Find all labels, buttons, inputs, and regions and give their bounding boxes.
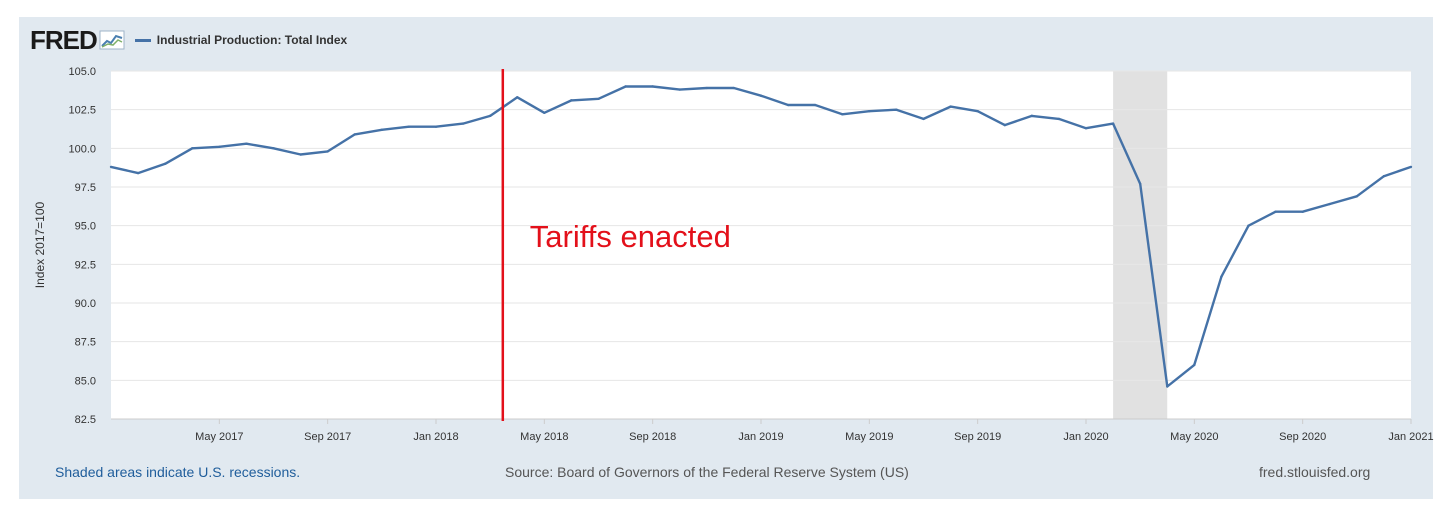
data-point — [759, 94, 763, 97]
data-point — [868, 110, 871, 113]
data-point — [1111, 122, 1115, 125]
y-tick-label: 92.5 — [75, 259, 96, 271]
x-tick-label: Sep 2019 — [954, 431, 1001, 443]
x-tick-label: Sep 2017 — [304, 431, 351, 443]
data-point — [407, 125, 411, 128]
data-point — [922, 117, 925, 121]
data-point — [1274, 210, 1277, 213]
source-note: Source: Board of Governors of the Federa… — [505, 464, 909, 480]
data-point — [1355, 195, 1359, 198]
data-point — [163, 162, 167, 165]
y-tick-label: 85.0 — [75, 375, 96, 387]
data-point — [705, 86, 709, 90]
data-point — [624, 85, 627, 88]
data-point — [1301, 210, 1304, 213]
data-point — [1166, 385, 1169, 388]
recession-band — [1113, 71, 1168, 419]
data-point — [1247, 224, 1250, 227]
x-tick-label: Sep 2020 — [1279, 431, 1326, 443]
plot-background — [111, 71, 1411, 419]
legend-swatch — [134, 38, 151, 42]
x-tick-label: Jan 2021 — [1388, 431, 1433, 443]
data-point — [272, 147, 275, 150]
data-point — [786, 103, 790, 107]
data-point — [1003, 123, 1006, 127]
data-point — [353, 133, 356, 136]
chart-legend: Industrial Production: Total Index — [134, 33, 348, 47]
chart-header: FRED Industrial Production: Total Index — [30, 25, 347, 55]
data-point — [895, 108, 898, 111]
data-point — [109, 165, 113, 169]
data-point — [678, 88, 681, 91]
x-tick-label: Sep 2018 — [629, 431, 676, 443]
data-point — [1057, 117, 1061, 121]
data-point — [136, 171, 140, 175]
y-axis-label: Index 2017=100 — [33, 201, 47, 288]
data-point — [299, 153, 302, 156]
x-tick-label: May 2017 — [195, 431, 243, 443]
data-point — [1220, 275, 1223, 278]
data-point — [434, 125, 438, 128]
data-point — [1138, 182, 1142, 186]
y-tick-label: 105.0 — [68, 66, 96, 78]
data-point — [488, 114, 492, 118]
fred-logo-graph-icon — [99, 30, 125, 50]
data-point — [218, 145, 221, 148]
y-tick-label: 102.5 — [68, 105, 96, 117]
data-point — [516, 96, 519, 99]
data-point — [1030, 114, 1034, 118]
data-point — [1382, 174, 1386, 178]
x-tick-label: May 2019 — [845, 431, 893, 443]
data-point — [949, 105, 952, 108]
data-point — [841, 113, 844, 116]
x-tick-label: Jan 2018 — [413, 431, 458, 443]
data-point — [813, 103, 817, 107]
y-tick-label: 87.5 — [75, 337, 96, 349]
y-tick-label: 100.0 — [68, 143, 96, 155]
x-tick-label: Jan 2019 — [738, 431, 783, 443]
data-point — [651, 85, 654, 88]
y-tick-label: 97.5 — [75, 182, 96, 194]
data-point — [597, 97, 600, 101]
data-point — [976, 110, 979, 113]
legend-label: Industrial Production: Total Index — [156, 33, 348, 47]
data-point — [326, 150, 329, 153]
y-tick-label: 82.5 — [75, 414, 96, 426]
data-point — [1328, 202, 1331, 206]
data-point — [732, 86, 736, 90]
y-tick-label: 90.0 — [75, 298, 96, 310]
data-point — [380, 128, 384, 131]
data-point — [461, 122, 465, 125]
x-tick-label: May 2018 — [520, 431, 568, 443]
data-point — [191, 147, 194, 150]
x-tick-label: Jan 2020 — [1063, 431, 1108, 443]
data-point — [1193, 363, 1196, 367]
annotation-label: Tariffs enacted — [530, 219, 731, 254]
fred-logo[interactable]: FRED — [30, 25, 98, 55]
x-tick-label: May 2020 — [1170, 431, 1218, 443]
y-tick-label: 95.0 — [75, 221, 96, 233]
data-point — [570, 99, 573, 102]
data-point — [543, 111, 546, 114]
recession-note: Shaded areas indicate U.S. recessions. — [55, 464, 301, 480]
site-link[interactable]: fred.stlouisfed.org — [1259, 464, 1371, 480]
data-point — [1084, 127, 1088, 130]
data-point — [245, 142, 248, 145]
data-point — [1409, 165, 1413, 169]
